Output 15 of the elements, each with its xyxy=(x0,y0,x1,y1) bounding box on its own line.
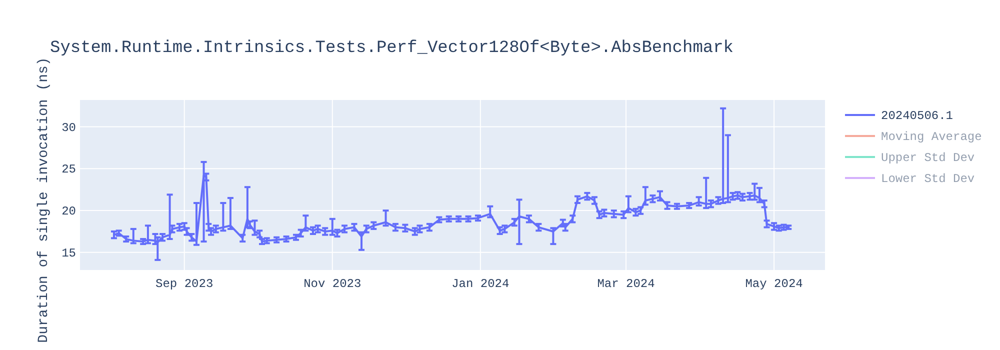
legend-label: Lower Std Dev xyxy=(881,172,975,186)
y-tick-label: 15 xyxy=(62,246,76,260)
x-tick-label: Mar 2024 xyxy=(597,277,655,291)
x-tick-label: Jan 2024 xyxy=(452,277,510,291)
y-tick-label: 20 xyxy=(62,204,76,219)
y-tick-label: 25 xyxy=(62,162,76,177)
x-tick-label: Sep 2023 xyxy=(156,277,214,291)
legend-label: Upper Std Dev xyxy=(881,151,975,165)
legend-label: Moving Average xyxy=(881,130,982,144)
y-tick-label: 30 xyxy=(62,120,76,135)
chart-title: System.Runtime.Intrinsics.Tests.Perf_Vector128Of<Byte>.AbsBenchmark xyxy=(50,39,734,58)
legend-label: 20240506.1 xyxy=(881,109,954,123)
y-axis-title: Duration of single invocation (ns) xyxy=(36,57,52,343)
x-tick-label: May 2024 xyxy=(745,277,803,291)
x-tick-label: Nov 2023 xyxy=(304,277,362,291)
